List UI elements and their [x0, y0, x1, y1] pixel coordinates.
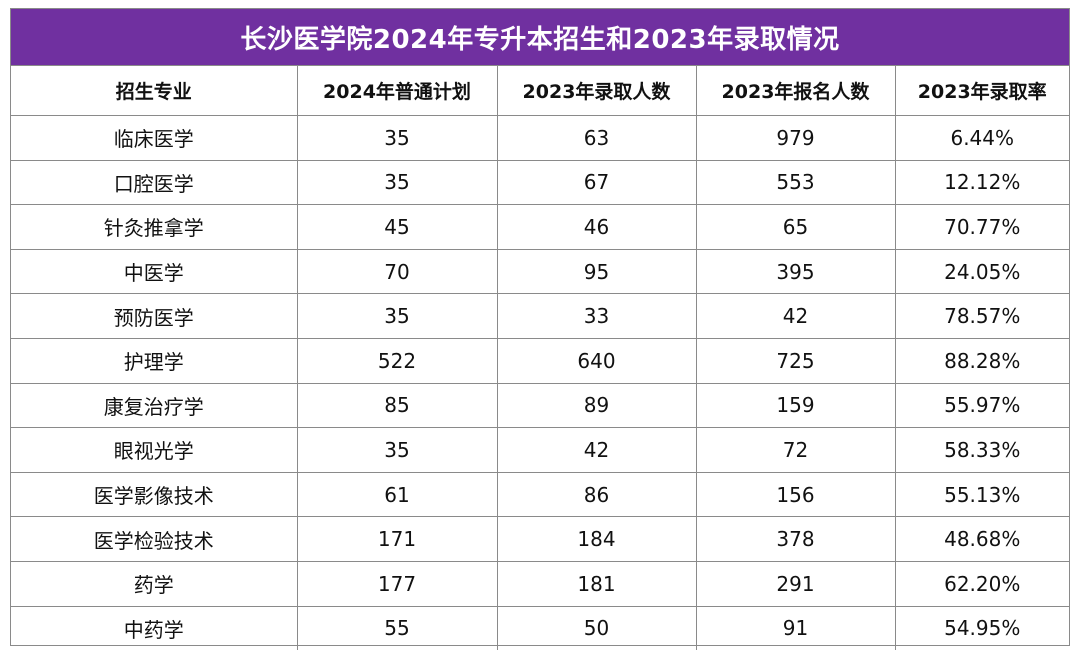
cell-rate-2023: 48.68%: [895, 517, 1069, 562]
cell-admitted-2023: 46: [497, 205, 696, 250]
header-major: 招生专业: [11, 66, 297, 116]
cell-admitted-2023: 184: [497, 517, 696, 562]
header-row: 招生专业 2024年普通计划 2023年录取人数 2023年报名人数 2023年…: [11, 66, 1069, 116]
cell-admitted-2023: 86: [497, 472, 696, 517]
cell-plan-2024: 85: [297, 383, 497, 428]
table-row: 中医学 70 95 395 24.05%: [11, 249, 1069, 294]
table-row: 康复治疗学 85 89 159 55.97%: [11, 383, 1069, 428]
cell-rate-2023: 12.12%: [895, 160, 1069, 205]
cell-admitted-2023: 42: [497, 428, 696, 473]
cell-admitted-2023: 50: [497, 606, 696, 650]
cell-applicants-2023: 979: [696, 116, 895, 161]
cell-applicants-2023: 72: [696, 428, 895, 473]
cell-admitted-2023: 63: [497, 116, 696, 161]
cell-rate-2023: 54.95%: [895, 606, 1069, 650]
cell-applicants-2023: 553: [696, 160, 895, 205]
table-row: 眼视光学 35 42 72 58.33%: [11, 428, 1069, 473]
cell-admitted-2023: 640: [497, 338, 696, 383]
cell-rate-2023: 55.97%: [895, 383, 1069, 428]
cell-admitted-2023: 95: [497, 249, 696, 294]
cell-applicants-2023: 156: [696, 472, 895, 517]
cell-applicants-2023: 395: [696, 249, 895, 294]
cell-major: 中药学: [11, 606, 297, 650]
cell-major: 口腔医学: [11, 160, 297, 205]
cell-applicants-2023: 65: [696, 205, 895, 250]
header-admitted-2023: 2023年录取人数: [497, 66, 696, 116]
cell-plan-2024: 35: [297, 428, 497, 473]
cell-applicants-2023: 42: [696, 294, 895, 339]
cell-plan-2024: 45: [297, 205, 497, 250]
cell-major: 医学检验技术: [11, 517, 297, 562]
table-row: 医学影像技术 61 86 156 55.13%: [11, 472, 1069, 517]
cell-admitted-2023: 89: [497, 383, 696, 428]
cell-rate-2023: 6.44%: [895, 116, 1069, 161]
cell-rate-2023: 58.33%: [895, 428, 1069, 473]
cell-plan-2024: 522: [297, 338, 497, 383]
table-row: 医学检验技术 171 184 378 48.68%: [11, 517, 1069, 562]
cell-plan-2024: 171: [297, 517, 497, 562]
cell-rate-2023: 88.28%: [895, 338, 1069, 383]
cell-admitted-2023: 181: [497, 561, 696, 606]
cell-plan-2024: 61: [297, 472, 497, 517]
cell-major: 眼视光学: [11, 428, 297, 473]
cell-rate-2023: 78.57%: [895, 294, 1069, 339]
header-rate-2023: 2023年录取率: [895, 66, 1069, 116]
cell-applicants-2023: 378: [696, 517, 895, 562]
table-row: 针灸推拿学 45 46 65 70.77%: [11, 205, 1069, 250]
cell-rate-2023: 62.20%: [895, 561, 1069, 606]
cell-major: 医学影像技术: [11, 472, 297, 517]
cell-applicants-2023: 291: [696, 561, 895, 606]
cell-major: 护理学: [11, 338, 297, 383]
header-applicants-2023: 2023年报名人数: [696, 66, 895, 116]
table-row: 预防医学 35 33 42 78.57%: [11, 294, 1069, 339]
cell-applicants-2023: 91: [696, 606, 895, 650]
cell-admitted-2023: 67: [497, 160, 696, 205]
cell-applicants-2023: 725: [696, 338, 895, 383]
cell-plan-2024: 35: [297, 116, 497, 161]
cell-applicants-2023: 159: [696, 383, 895, 428]
table-row: 口腔医学 35 67 553 12.12%: [11, 160, 1069, 205]
cell-rate-2023: 55.13%: [895, 472, 1069, 517]
table-title: 长沙医学院2024年专升本招生和2023年录取情况: [11, 9, 1069, 66]
cell-major: 针灸推拿学: [11, 205, 297, 250]
cell-plan-2024: 70: [297, 249, 497, 294]
header-plan-2024: 2024年普通计划: [297, 66, 497, 116]
cell-plan-2024: 35: [297, 294, 497, 339]
cell-rate-2023: 24.05%: [895, 249, 1069, 294]
cell-major: 中医学: [11, 249, 297, 294]
table-row: 药学 177 181 291 62.20%: [11, 561, 1069, 606]
cell-major: 药学: [11, 561, 297, 606]
table-row: 中药学 55 50 91 54.95%: [11, 606, 1069, 650]
table-row: 临床医学 35 63 979 6.44%: [11, 116, 1069, 161]
admission-table: 招生专业 2024年普通计划 2023年录取人数 2023年报名人数 2023年…: [11, 66, 1069, 650]
cell-admitted-2023: 33: [497, 294, 696, 339]
cell-major: 预防医学: [11, 294, 297, 339]
cell-rate-2023: 70.77%: [895, 205, 1069, 250]
cell-plan-2024: 55: [297, 606, 497, 650]
cell-major: 康复治疗学: [11, 383, 297, 428]
cell-plan-2024: 35: [297, 160, 497, 205]
cell-plan-2024: 177: [297, 561, 497, 606]
table-row: 护理学 522 640 725 88.28%: [11, 338, 1069, 383]
cell-major: 临床医学: [11, 116, 297, 161]
admission-table-frame: 长沙医学院2024年专升本招生和2023年录取情况 招生专业 2024年普通计划…: [10, 8, 1070, 646]
